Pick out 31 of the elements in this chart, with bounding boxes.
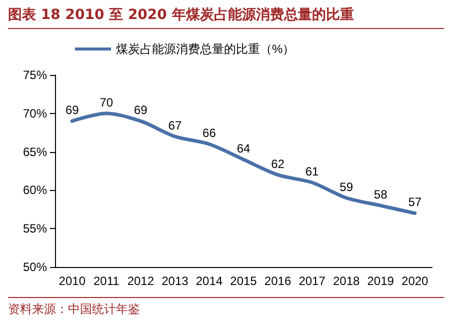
y-tick-label: 75% [22, 68, 48, 82]
x-tick-label: 2013 [162, 274, 189, 288]
data-label: 69 [134, 103, 148, 118]
y-tick-label: 60% [22, 183, 48, 198]
chart-title: 图表 18 2010 至 2020 年煤炭占能源消费总量的比重 [8, 6, 444, 29]
data-label: 64 [236, 141, 250, 156]
text: 资料来源：中国统计年鉴 [8, 297, 444, 318]
y-tick-label: 65% [22, 144, 48, 159]
data-label: 69 [65, 103, 80, 118]
x-tick-label: 2014 [196, 274, 223, 288]
x-tick-label: 2012 [127, 274, 154, 288]
data-label: 66 [202, 126, 216, 140]
x-tick-label: 2018 [332, 274, 360, 288]
x-tick-label: 2017 [298, 274, 326, 288]
y-tick-label: 50% [22, 260, 48, 274]
x-tick-label: 2011 [94, 274, 120, 288]
data-label: 61 [305, 164, 320, 179]
x-tick-label: 2020 [402, 274, 429, 288]
data-label: 57 [408, 195, 422, 210]
x-tick-label: 2019 [367, 274, 394, 288]
data-label: 58 [374, 188, 388, 202]
y-tick-label: 55% [22, 222, 48, 236]
data-label: 59 [340, 180, 354, 194]
x-tick-label: 2010 [58, 274, 86, 288]
data-label: 67 [168, 118, 182, 132]
y-tick-label: 70% [22, 106, 48, 120]
x-tick-label: 2015 [230, 274, 258, 288]
x-tick-label: 2016 [264, 274, 292, 288]
data-label: 62 [271, 156, 285, 171]
legend-label: 煤炭占能源消费总量的比重（%） [116, 42, 295, 56]
data-label: 70 [100, 95, 114, 110]
